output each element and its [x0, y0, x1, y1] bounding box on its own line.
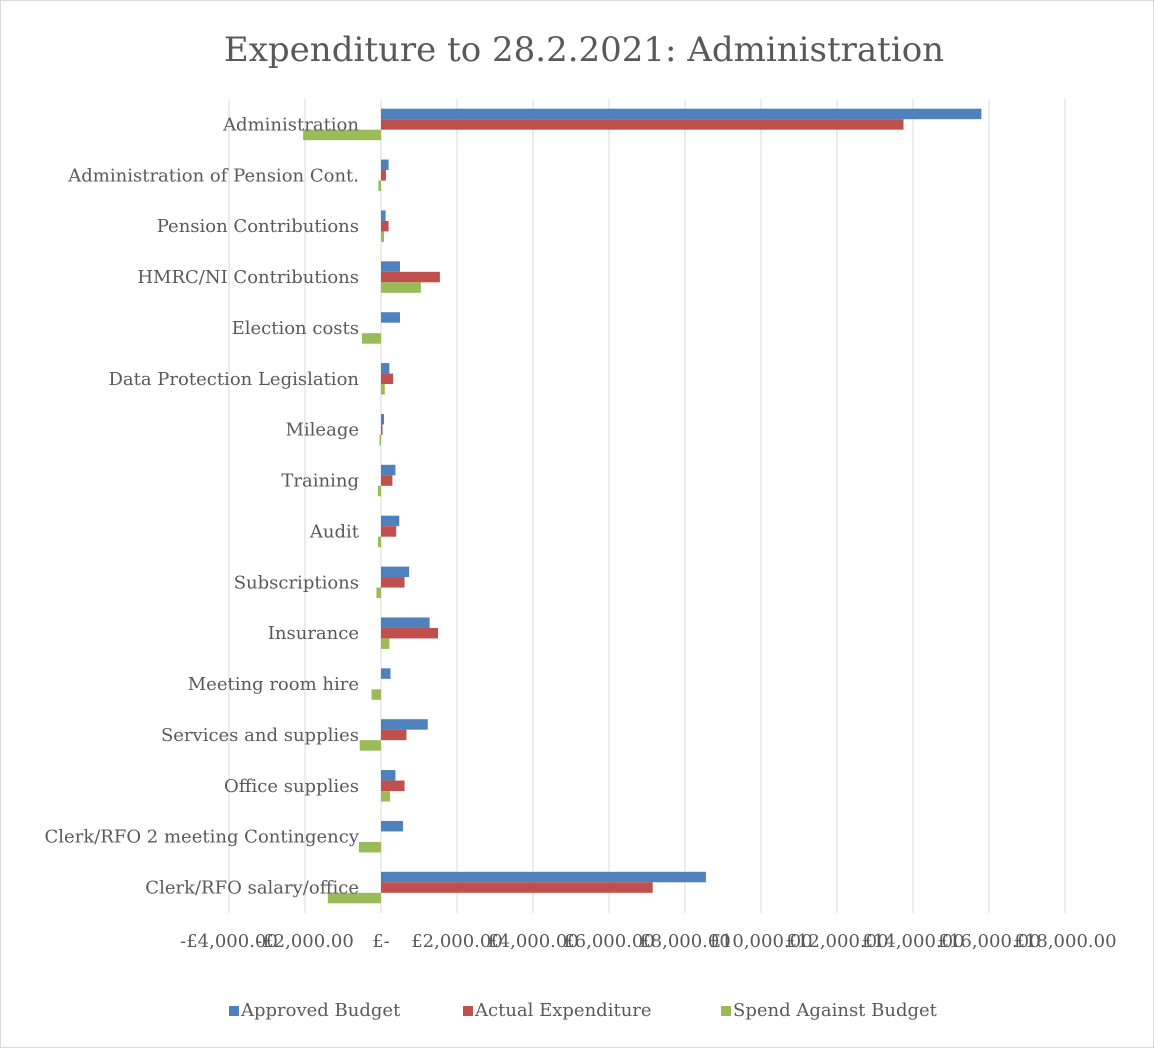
- legend-swatch: [721, 1006, 731, 1016]
- bar-approved-budget: [381, 871, 706, 883]
- category-label: HMRC/NI Contributions: [137, 267, 359, 288]
- x-tick-label: £12,000.00: [785, 931, 888, 952]
- legend: Approved Budget Actual Expenditure Spend A…: [229, 1000, 938, 1021]
- category-label: Clerk/RFO 2 meeting Contingency: [45, 827, 360, 848]
- category-label: Data Protection Legislation: [108, 369, 359, 390]
- bar-approved-budget: [381, 719, 428, 730]
- category-label: Services and supplies: [161, 725, 359, 746]
- category-label: Insurance: [268, 623, 359, 644]
- category-label: Administration: [222, 114, 359, 135]
- x-tick-label: £18,000.00: [1013, 931, 1116, 952]
- x-tick-label: £-: [372, 931, 390, 952]
- bar-approved-budget: [381, 312, 400, 323]
- bar-spend-against-budget: [378, 180, 381, 192]
- bar-approved-budget: [381, 261, 400, 272]
- bar-spend-against-budget: [377, 485, 381, 497]
- category-label: Training: [281, 471, 359, 492]
- category-label: Mileage: [285, 420, 359, 441]
- bar-approved-budget: [381, 515, 400, 527]
- x-tick-label: £4,000.00: [487, 931, 579, 952]
- chart-title: Expenditure to 28.2.2021: Administration: [224, 30, 944, 70]
- bar-spend-against-budget: [377, 536, 381, 548]
- category-label: Subscriptions: [234, 572, 359, 593]
- bars: [303, 108, 982, 904]
- bar-approved-budget: [381, 413, 385, 425]
- category-label: Election costs: [232, 318, 359, 339]
- legend-swatch: [229, 1006, 239, 1016]
- bar-approved-budget: [381, 668, 391, 679]
- bar-actual-expenditure: [381, 882, 653, 893]
- bar-actual-expenditure: [381, 424, 383, 435]
- category-label: Meeting room hire: [188, 674, 359, 695]
- bar-approved-budget: [381, 464, 396, 476]
- bar-spend-against-budget: [327, 892, 381, 904]
- bar-spend-against-budget: [358, 841, 381, 853]
- bar-spend-against-budget: [303, 129, 381, 141]
- bar-approved-budget: [381, 617, 430, 628]
- x-tick-label: £16,000.00: [937, 931, 1040, 952]
- bar-spend-against-budget: [381, 384, 385, 395]
- bar-spend-against-budget: [371, 689, 381, 700]
- x-tick-label: £6,000.00: [563, 931, 655, 952]
- bar-spend-against-budget: [359, 740, 381, 751]
- category-label: Pension Contributions: [157, 216, 359, 237]
- bar-actual-expenditure: [381, 627, 438, 639]
- legend-label: Approved Budget: [240, 1000, 401, 1021]
- category-label: Audit: [309, 521, 360, 542]
- bar-actual-expenditure: [381, 729, 407, 741]
- bar-approved-budget: [381, 770, 396, 781]
- x-tick-label: £10,000.00: [709, 931, 812, 952]
- bar-actual-expenditure: [381, 780, 405, 792]
- bar-spend-against-budget: [381, 231, 385, 242]
- bar-actual-expenditure: [381, 577, 405, 588]
- category-label: Clerk/RFO salary/office: [145, 878, 359, 899]
- bar-approved-budget: [381, 566, 410, 578]
- bar-spend-against-budget: [381, 638, 390, 649]
- category-label: Administration of Pension Cont.: [67, 165, 359, 186]
- bar-approved-budget: [381, 210, 386, 221]
- bar-spend-against-budget: [379, 434, 381, 446]
- legend-swatch: [463, 1006, 473, 1016]
- bar-spend-against-budget: [381, 791, 391, 802]
- bar-spend-against-budget: [381, 282, 421, 293]
- bar-spend-against-budget: [376, 587, 381, 599]
- x-tick-label: £8,000.00: [639, 931, 731, 952]
- x-tick-label: -£4,000.00: [180, 931, 278, 952]
- bar-actual-expenditure: [381, 119, 904, 130]
- bar-actual-expenditure: [381, 220, 389, 232]
- bar-actual-expenditure: [381, 170, 386, 181]
- legend-label: Spend Against Budget: [733, 1000, 938, 1021]
- bar-approved-budget: [381, 108, 982, 120]
- legend-label: Actual Expenditure: [474, 1000, 652, 1021]
- bar-approved-budget: [381, 363, 390, 374]
- bar-actual-expenditure: [381, 373, 394, 385]
- x-tick-label: -£2,000.00: [256, 931, 354, 952]
- bar-approved-budget: [381, 820, 404, 832]
- bar-spend-against-budget: [362, 333, 381, 344]
- category-label: Office supplies: [224, 776, 359, 797]
- bar-actual-expenditure: [381, 475, 393, 486]
- category-labels: Administration Administration of Pension …: [45, 114, 360, 898]
- bar-actual-expenditure: [381, 271, 440, 283]
- x-tick-label: £2,000.00: [411, 931, 503, 952]
- bar-actual-expenditure: [381, 526, 397, 537]
- bar-approved-budget: [381, 159, 389, 171]
- x-tick-label: £14,000.00: [861, 931, 964, 952]
- x-axis-ticks: -£4,000.00-£2,000.00 £- £2,000.00£4,000.00…: [180, 931, 1116, 952]
